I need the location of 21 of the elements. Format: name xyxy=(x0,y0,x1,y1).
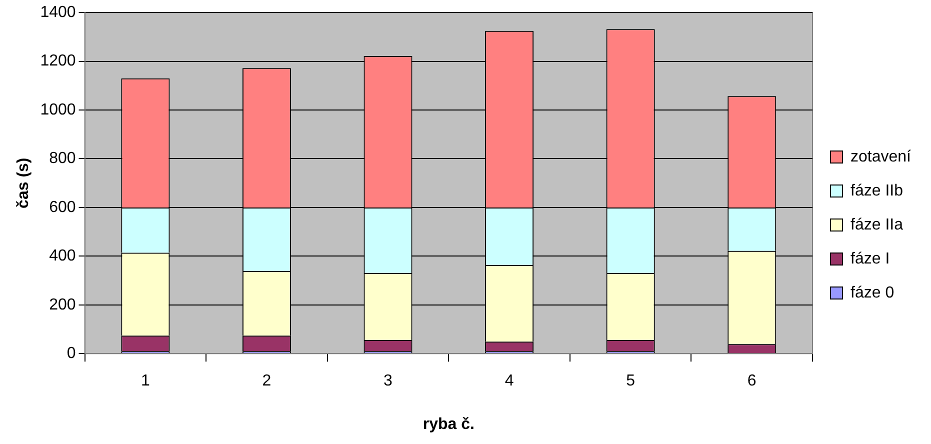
y-tick-label: 0 xyxy=(66,345,76,362)
x-tick-label: 1 xyxy=(140,372,150,390)
y-tick-label: 600 xyxy=(49,198,76,216)
legend-label: fáze 0 xyxy=(850,284,894,302)
y-tick-label: 800 xyxy=(49,150,76,168)
x-tick-label: 4 xyxy=(504,372,514,390)
y-tick-label: 200 xyxy=(49,296,76,314)
legend-label: fáze I xyxy=(850,250,890,268)
y-tick-label: 1200 xyxy=(40,52,76,70)
legend-label: fáze IIa xyxy=(850,216,904,234)
y-tick-label: 1000 xyxy=(40,101,76,118)
x-tick-label: 6 xyxy=(747,372,756,390)
x-tick-label: 5 xyxy=(626,372,636,390)
x-axis-title: ryba č. xyxy=(422,416,474,433)
y-axis-title: čas (s) xyxy=(15,158,32,208)
y-tick-label: 400 xyxy=(49,248,76,265)
y-tick-label: 1400 xyxy=(40,4,76,22)
x-tick-label: 3 xyxy=(384,372,393,390)
legend-label: fáze IIb xyxy=(850,182,904,200)
x-tick-label: 2 xyxy=(262,372,272,390)
legend-label: zotavení xyxy=(850,148,912,166)
